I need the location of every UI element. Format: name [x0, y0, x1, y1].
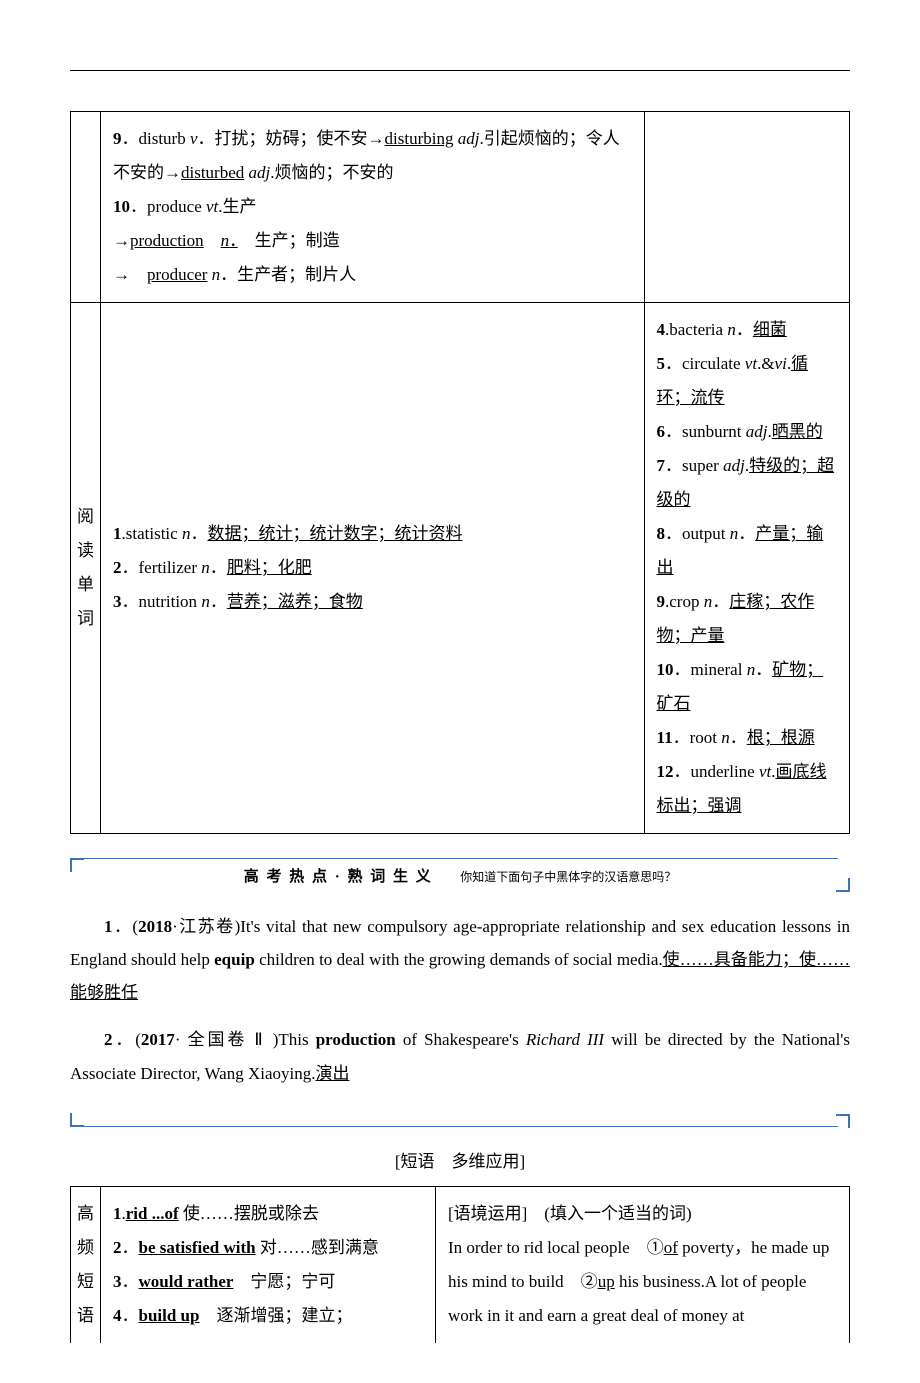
example-paragraph-1: 1．(2018·江苏卷)It's vital that new compulso… [70, 910, 850, 1009]
vocab-row-1: 9．disturb v．打扰；妨碍；使不安→disturbing adj.引起烦… [71, 112, 850, 303]
cell-2-label: 阅 读 单 词 [71, 303, 101, 834]
vocab-row-2: 阅 读 单 词 1.statistic n．数据；统计；统计数字；统计资料2．f… [71, 303, 850, 834]
page-top-rule [70, 70, 850, 71]
banner-bottom-bracket [70, 1114, 850, 1127]
cell-1-right [644, 112, 849, 303]
example-paragraph-2: 2．(2017· 全国卷 Ⅱ )This production of Shake… [70, 1023, 850, 1089]
cell-2-right: 4.bacteria n．细菌5．circulate vt.&vi.循环；流传6… [644, 303, 849, 834]
phrase-left: 1.rid ...of 使……摆脱或除去2．be satisfied with … [101, 1186, 436, 1343]
cell-1-left: 9．disturb v．打扰；妨碍；使不安→disturbing adj.引起烦… [101, 112, 645, 303]
banner-hot-words: 高 考 热 点 · 熟 词 生 义 你知道下面句子中黑体字的汉语意思吗？ [70, 858, 850, 892]
banner-title-sub: 你知道下面句子中黑体字的汉语意思吗？ [460, 870, 676, 884]
phrase-right: [语境运用] (填入一个适当的词)In order to rid local p… [435, 1186, 849, 1343]
banner-title-main: 高 考 热 点 · 熟 词 生 义 [244, 869, 433, 885]
phrase-label: 高 频 短 语 [71, 1186, 101, 1343]
cell-1-label [71, 112, 101, 303]
phrase-row: 高 频 短 语 1.rid ...of 使……摆脱或除去2．be satisfi… [71, 1186, 850, 1343]
phrases-heading: [短语 多维应用] [70, 1147, 850, 1172]
phrase-table: 高 频 短 语 1.rid ...of 使……摆脱或除去2．be satisfi… [70, 1186, 850, 1343]
vocab-table: 9．disturb v．打扰；妨碍；使不安→disturbing adj.引起烦… [70, 111, 850, 834]
cell-2-left: 1.statistic n．数据；统计；统计数字；统计资料2．fertilize… [101, 303, 645, 834]
